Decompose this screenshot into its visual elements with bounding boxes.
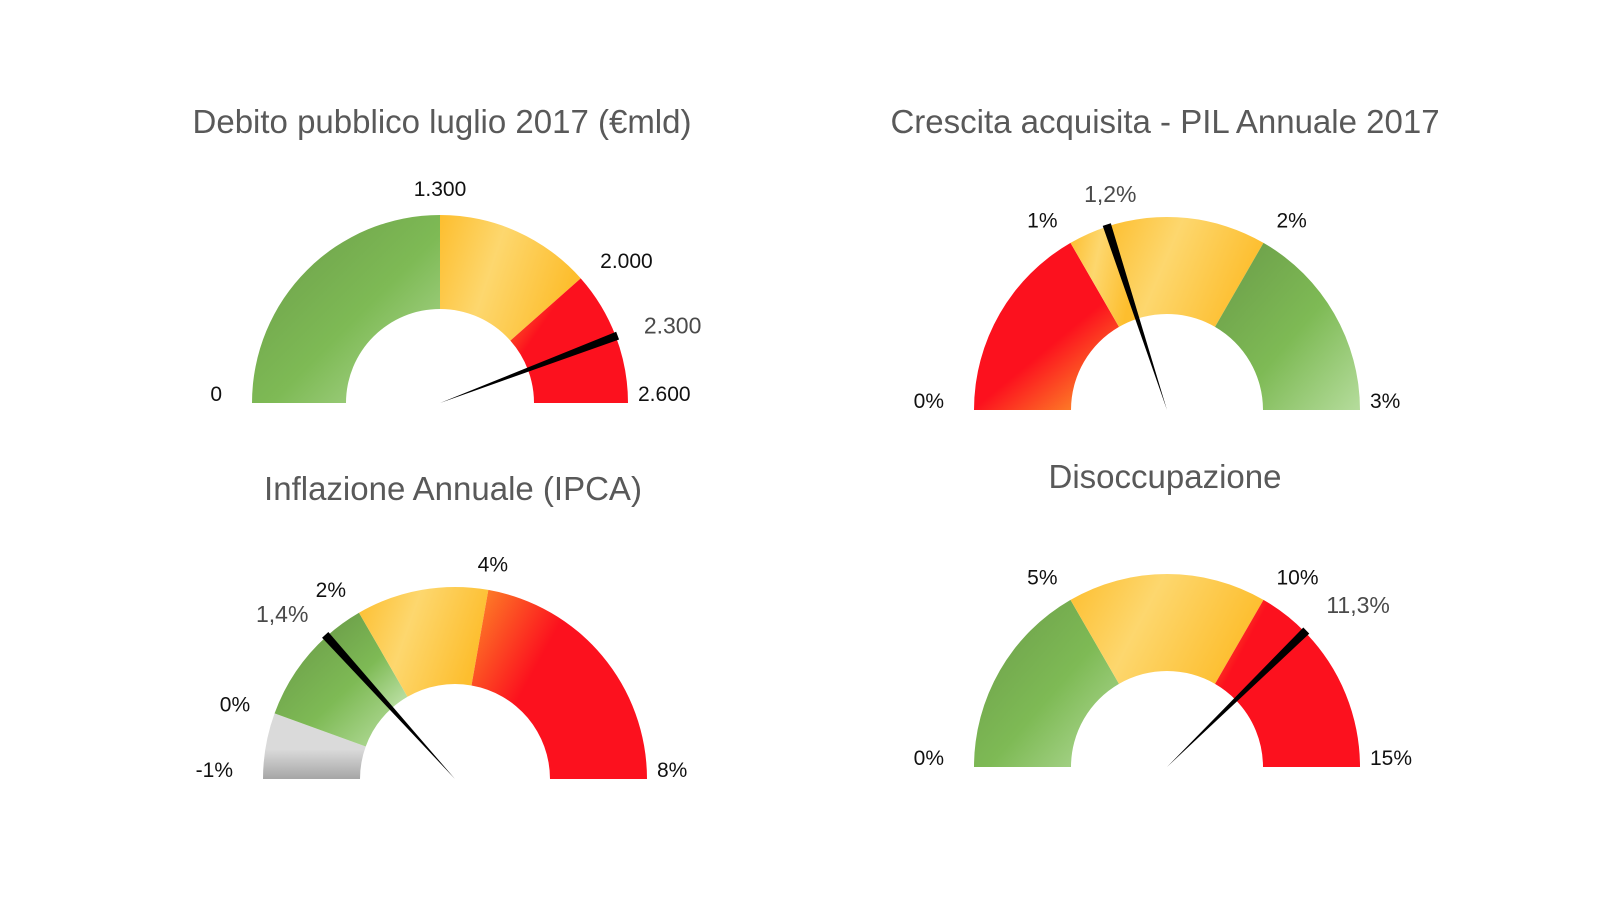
gauge-tick-label: 3% — [1370, 390, 1400, 413]
gauge-tick-label: 2% — [316, 579, 346, 602]
gauge-debito-pubblico: Debito pubblico luglio 2017 (€mld) 0 1.30… — [193, 103, 702, 406]
gauge-tick-label: 4% — [478, 553, 508, 576]
gauge-crescita-pil: Crescita acquisita - PIL Annuale 2017 0%… — [890, 103, 1439, 413]
gauge-band-yellow — [440, 215, 581, 341]
gauge-band-green — [1215, 242, 1360, 410]
gauge-needle — [440, 331, 620, 403]
gauge-value-label: 1,2% — [1084, 181, 1136, 207]
gauge-needle — [1167, 627, 1310, 767]
gauge-tick-label: 8% — [657, 759, 687, 782]
gauge-value-label: 1,4% — [256, 601, 308, 627]
gauge-tick-label: 2.000 — [600, 250, 653, 273]
gauge-band-orange-red — [510, 278, 616, 370]
gauge-needle — [322, 632, 455, 779]
gauge-title-pil: Crescita acquisita - PIL Annuale 2017 — [890, 103, 1439, 140]
gauge-tick-label: 0 — [210, 383, 222, 406]
gauge-band-yellow — [1107, 217, 1264, 327]
gauge-band-yellow — [359, 587, 489, 697]
gauge-band-orange-red — [1215, 599, 1305, 700]
gauge-tick-label: 1.300 — [414, 178, 467, 201]
gauge-tick-label: 15% — [1370, 747, 1412, 770]
gauge-tick-label: 2.600 — [638, 383, 691, 406]
gauge-inflazione: Inflazione Annuale (IPCA) -1% 0% 2% 4% 8% 1,4… — [196, 470, 688, 782]
gauge-band-green — [974, 599, 1119, 767]
gauge-band-yellow — [1070, 226, 1138, 327]
gauge-tick-label: 10% — [1277, 566, 1319, 589]
gauge-band-green — [252, 215, 440, 403]
gauge-band-gray — [263, 713, 366, 779]
gauge-tick-label: 2% — [1277, 209, 1307, 232]
gauge-tick-label: 1% — [1027, 209, 1057, 232]
gauge-band-red — [527, 336, 628, 403]
gauge-title-disoccupazione: Disoccupazione — [1049, 458, 1282, 495]
gauge-title-debito: Debito pubblico luglio 2017 (€mld) — [193, 103, 692, 140]
gauge-band-red-orange — [974, 242, 1119, 410]
gauge-band-red — [1235, 631, 1360, 767]
gauge-value-label: 11,3% — [1326, 592, 1390, 618]
gauge-needle — [1102, 223, 1167, 410]
gauge-tick-label: 0% — [914, 747, 944, 770]
gauge-band-green-dark — [326, 612, 408, 709]
gauge-tick-label: -1% — [196, 759, 233, 782]
gauge-band-green — [274, 636, 392, 747]
gauge-tick-label: 0% — [220, 693, 250, 716]
gauge-band-yellow — [1070, 574, 1264, 684]
gauge-tick-label: 5% — [1027, 566, 1057, 589]
gauge-tick-label: 0% — [914, 390, 944, 413]
gauge-value-label: 2.300 — [644, 313, 702, 339]
gauge-band-orange-red — [471, 589, 647, 779]
gauge-title-inflazione: Inflazione Annuale (IPCA) — [264, 470, 642, 507]
gauge-disoccupazione: Disoccupazione 0% 5% 10% 15% 11,3% — [914, 458, 1412, 770]
